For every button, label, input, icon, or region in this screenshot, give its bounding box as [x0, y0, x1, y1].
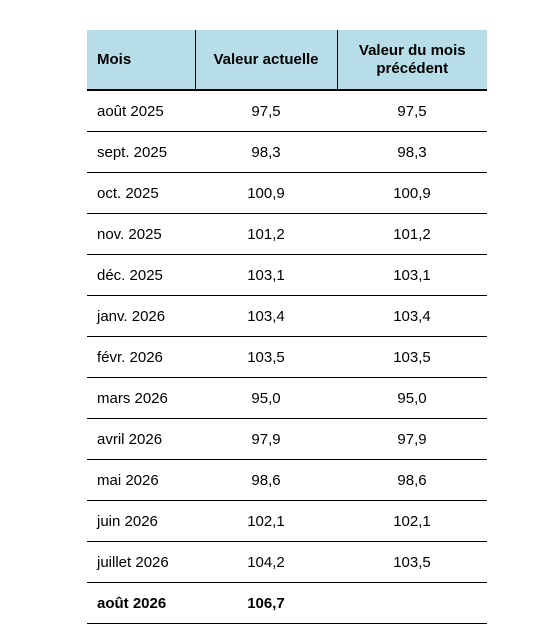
table-row: avril 2026 97,9 97,9 — [87, 418, 487, 460]
table-row: janv. 2026 103,4 103,4 — [87, 295, 487, 337]
table-row: mai 2026 98,6 98,6 — [87, 459, 487, 501]
table-row: juillet 2026 104,2 103,5 — [87, 541, 487, 583]
month-cell: juillet 2026 — [87, 541, 195, 583]
header-row: Mois Valeur actuelle Valeur du mois préc… — [87, 30, 487, 91]
value-cell: 100,9 — [337, 172, 487, 214]
table-row: mars 2026 95,0 95,0 — [87, 377, 487, 419]
value-cell: 103,5 — [337, 336, 487, 378]
month-cell: nov. 2025 — [87, 213, 195, 255]
month-cell: sept. 2025 — [87, 131, 195, 173]
header-cell: Valeur actuelle — [194, 30, 337, 91]
table-row: nov. 2025 101,2 101,2 — [87, 213, 487, 255]
value-cell: 101,2 — [195, 213, 337, 255]
value-cell: 103,4 — [195, 295, 337, 337]
value-cell: 98,6 — [195, 459, 337, 501]
month-cell: août 2025 — [87, 90, 195, 132]
value-cell: 97,9 — [337, 418, 487, 460]
month-cell: mars 2026 — [87, 377, 195, 419]
value-cell: 103,1 — [337, 254, 487, 296]
value-cell: 104,2 — [195, 541, 337, 583]
value-cell: 95,0 — [195, 377, 337, 419]
table-row: sept. 2025 98,3 98,3 — [87, 131, 487, 173]
month-cell: août 2026 — [87, 582, 195, 624]
value-cell: 102,1 — [195, 500, 337, 542]
header-cell: Mois — [87, 30, 195, 91]
month-cell: avril 2026 — [87, 418, 195, 460]
value-cell — [337, 582, 487, 624]
value-cell: 100,9 — [195, 172, 337, 214]
value-cell: 97,9 — [195, 418, 337, 460]
value-cell: 97,5 — [337, 90, 487, 132]
value-cell: 103,1 — [195, 254, 337, 296]
month-cell: févr. 2026 — [87, 336, 195, 378]
value-cell: 106,7 — [195, 582, 337, 624]
value-cell: 95,0 — [337, 377, 487, 419]
value-cell: 103,5 — [195, 336, 337, 378]
value-cell: 98,3 — [195, 131, 337, 173]
value-cell: 103,4 — [337, 295, 487, 337]
value-cell: 98,6 — [337, 459, 487, 501]
table-header: Mois Valeur actuelle Valeur du mois préc… — [87, 30, 487, 91]
table-row: juin 2026 102,1 102,1 — [87, 500, 487, 542]
data-table: Mois Valeur actuelle Valeur du mois préc… — [87, 30, 487, 624]
table-row: févr. 2026 103,5 103,5 — [87, 336, 487, 378]
value-cell: 103,5 — [337, 541, 487, 583]
month-cell: oct. 2025 — [87, 172, 195, 214]
value-cell: 102,1 — [337, 500, 487, 542]
table-row: août 2025 97,5 97,5 — [87, 90, 487, 132]
month-cell: janv. 2026 — [87, 295, 195, 337]
table-row: août 2026 106,7 — [87, 582, 487, 624]
value-cell: 101,2 — [337, 213, 487, 255]
table-row: déc. 2025 103,1 103,1 — [87, 254, 487, 296]
value-cell: 98,3 — [337, 131, 487, 173]
month-cell: déc. 2025 — [87, 254, 195, 296]
value-cell: 97,5 — [195, 90, 337, 132]
header-cell: Valeur du mois précédent — [336, 30, 487, 91]
table-row: oct. 2025 100,9 100,9 — [87, 172, 487, 214]
table-body: août 2025 97,5 97,5 sept. 2025 98,3 98,3 oct. … — [87, 90, 487, 624]
month-cell: mai 2026 — [87, 459, 195, 501]
month-cell: juin 2026 — [87, 500, 195, 542]
